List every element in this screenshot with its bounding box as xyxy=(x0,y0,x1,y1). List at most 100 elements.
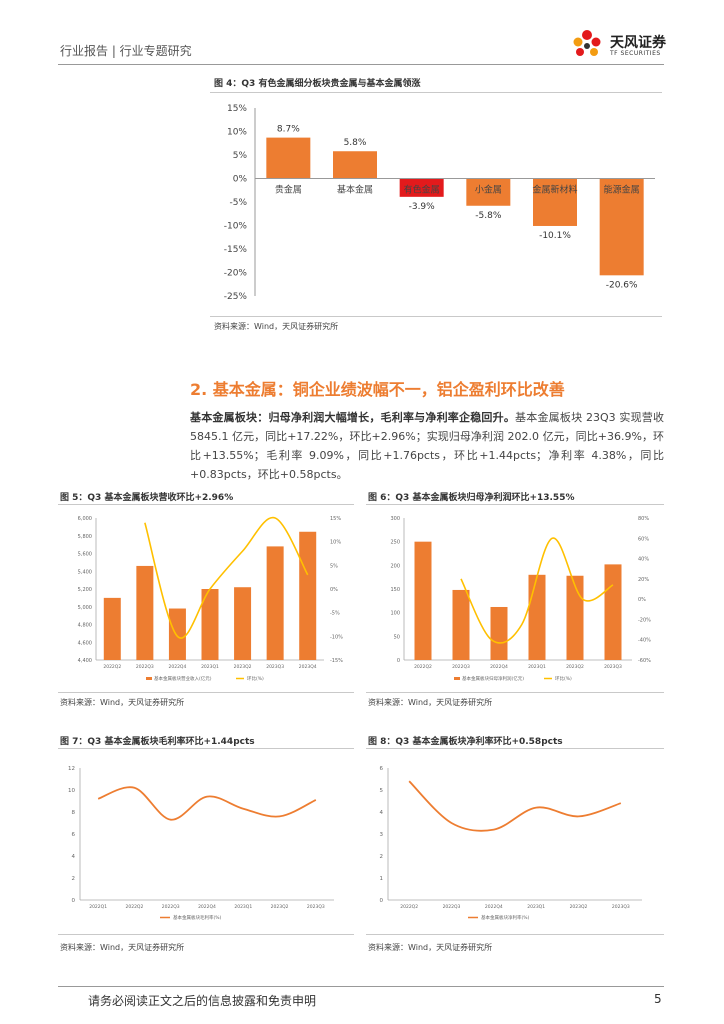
fig6-x-tick: 2023Q3 xyxy=(604,664,622,670)
fig7-chart: 12 10 8 6 4 2 0 2022Q1 2022Q2 2022Q3 2022Q4 2023Q1 2… xyxy=(68,766,334,921)
fig4-bar xyxy=(399,178,444,197)
fig5-y2-tick: -15% xyxy=(330,658,343,664)
fig5-series-line xyxy=(144,517,309,639)
fig8-legend: 基本金属板块净利率(%) xyxy=(481,914,530,921)
fig8-x-tick: 2022Q2 xyxy=(400,904,418,910)
paragraph-lead: 基本金属板块：归母净利润大幅增长，毛利率与净利率企稳回升。 xyxy=(190,411,516,424)
fig5-y-tick: 4,400 xyxy=(78,658,92,664)
fig4-y-tick: 0% xyxy=(233,175,248,185)
fig5-legend-bar: 基本金属板块营业收入(亿元) xyxy=(154,675,212,682)
logo-name-cn: 天风证券 xyxy=(610,35,666,51)
fig5-title: 图 5：Q3 基本金属板块营收环比+2.96% xyxy=(60,493,234,503)
fig5-title-rule xyxy=(58,504,354,505)
fig5-x-tick: 2023Q1 xyxy=(201,664,219,670)
fig5-bar xyxy=(136,565,154,660)
section-title: 2. 基本金属：铜企业绩波幅不一，铝企盈利环比改善 xyxy=(190,380,565,399)
fig8-y-tick: 5 xyxy=(380,788,384,794)
fig4-data-label: -3.9% xyxy=(409,202,436,212)
header-divider xyxy=(58,64,664,65)
fig4-x-tick: 基本金属 xyxy=(337,184,373,196)
fig7-y-tick: 0 xyxy=(72,898,76,904)
footer-divider xyxy=(58,986,664,987)
fig5-chart: 6,000 5,800 5,600 5,400 5,200 5,000 4,800 4,600… xyxy=(78,516,343,682)
fig7-title-rule xyxy=(58,748,354,749)
fig4-title: 图 4：Q3 有色金属细分板块贵金属与基本金属领涨 xyxy=(214,79,421,89)
fig6-y2-tick: 40% xyxy=(638,557,649,563)
fig6-x-tick: 2023Q2 xyxy=(566,664,584,670)
fig5-bar xyxy=(103,597,121,660)
fig6-bar xyxy=(490,606,508,660)
fig5-y2-tick: 15% xyxy=(330,516,341,522)
fig5-x-tick: 2023Q2 xyxy=(234,664,252,670)
fig5-bar xyxy=(201,589,219,660)
fig4-data-label: -10.1% xyxy=(539,231,571,241)
fig6-source: 资料来源：Wind，天风证券研究所 xyxy=(368,698,493,707)
fig4-data-label: 5.8% xyxy=(344,138,367,148)
fig7-x-tick: 2022Q4 xyxy=(198,904,216,910)
fig8-x-tick: 2022Q3 xyxy=(443,904,461,910)
fig6-bar xyxy=(528,574,546,660)
fig5-x-tick: 2023Q3 xyxy=(266,664,284,670)
fig8-y-tick: 0 xyxy=(380,898,384,904)
fig4-data-label: -5.8% xyxy=(475,211,502,221)
fig4-chart: 15% 10% 5% 0% -5% -10% -15% -20% -25% 8.7% 贵金属 5.8%… xyxy=(224,104,655,302)
fig5-x-tick: 2022Q3 xyxy=(136,664,154,670)
fig5-source: 资料来源：Wind，天风证券研究所 xyxy=(60,698,185,707)
fig6-y2-tick: 0% xyxy=(638,597,646,603)
fig7-x-tick: 2023Q2 xyxy=(271,904,289,910)
fig7-series-line xyxy=(97,786,317,821)
fig6-legend-bar-swatch xyxy=(454,677,460,680)
fig6-bar xyxy=(604,564,622,660)
fig6-y2-tick: 60% xyxy=(638,536,649,542)
fig4-y-tick: 15% xyxy=(227,104,247,114)
fig6-chart: 300 250 200 150 100 50 0 80% 60% 40% 20% 0% -20% -40%… xyxy=(390,516,651,682)
fig4-y-tick: 10% xyxy=(227,128,247,138)
fig8-x-tick: 2023Q3 xyxy=(612,904,630,910)
fig6-title: 图 6：Q3 基本金属板块归母净利润环比+13.55% xyxy=(368,493,575,503)
fig8-title-rule xyxy=(366,748,664,749)
fig8-chart: 6 5 4 3 2 1 0 2022Q2 2022Q3 2022Q4 2023Q1 2023Q2 202… xyxy=(380,766,642,921)
fig6-bar xyxy=(452,589,470,660)
page-number: 5 xyxy=(654,992,662,1006)
fig4-y-tick: -25% xyxy=(224,292,248,302)
fig6-x-tick: 2022Q3 xyxy=(452,664,470,670)
fig4-title-rule xyxy=(210,92,662,93)
fig6-title-rule xyxy=(366,504,664,505)
fig6-legend-line: 环比(%) xyxy=(555,675,572,682)
report-category: 行业报告 | 行业专题研究 xyxy=(60,44,192,58)
fig6-y-tick: 200 xyxy=(390,563,400,569)
fig8-x-tick: 2023Q1 xyxy=(527,904,545,910)
fig5-legend-bar-swatch xyxy=(146,677,152,680)
fig6-x-tick: 2022Q2 xyxy=(414,664,432,670)
fig6-y2-tick: -40% xyxy=(638,638,651,644)
footer-disclaimer: 请务必阅读正文之后的信息披露和免责申明 xyxy=(88,994,317,1008)
fig8-y-tick: 6 xyxy=(380,766,384,772)
fig6-y2-tick: -20% xyxy=(638,617,651,623)
fig8-x-tick: 2022Q4 xyxy=(485,904,503,910)
fig7-title: 图 7：Q3 基本金属板块毛利率环比+1.44pcts xyxy=(60,737,255,747)
fig4-x-tick: 金属新材料 xyxy=(532,184,577,196)
fig5-bar xyxy=(234,587,252,660)
fig6-bar xyxy=(414,541,432,660)
fig6-y-tick: 250 xyxy=(390,540,400,546)
fig4-y-tick: -20% xyxy=(224,269,248,279)
section-paragraph: 基本金属板块：归母净利润大幅增长，毛利率与净利率企稳回升。基本金属板块 23Q3… xyxy=(190,408,664,484)
fig5-y-tick: 4,800 xyxy=(78,623,92,629)
fig5-y-tick: 5,600 xyxy=(78,552,92,558)
fig4-bar xyxy=(266,137,311,179)
fig5-y2-tick: -10% xyxy=(330,634,343,640)
fig5-bar xyxy=(299,531,317,660)
fig7-y-tick: 10 xyxy=(68,788,75,794)
fig5-bar xyxy=(168,608,186,660)
fig7-y-tick: 8 xyxy=(72,810,76,816)
fig8-series-line xyxy=(408,780,622,832)
fig5-y-tick: 6,000 xyxy=(78,516,92,522)
fig5-x-tick: 2023Q4 xyxy=(299,664,317,670)
fig4-data-label: -20.6% xyxy=(606,280,638,290)
fig4-bar xyxy=(466,178,511,206)
fig4-data-label: 8.7% xyxy=(277,125,300,135)
fig7-x-tick: 2022Q3 xyxy=(162,904,180,910)
fig5-x-tick: 2022Q4 xyxy=(168,664,186,670)
fig6-source-rule xyxy=(366,692,664,693)
fig8-y-tick: 1 xyxy=(380,876,384,882)
